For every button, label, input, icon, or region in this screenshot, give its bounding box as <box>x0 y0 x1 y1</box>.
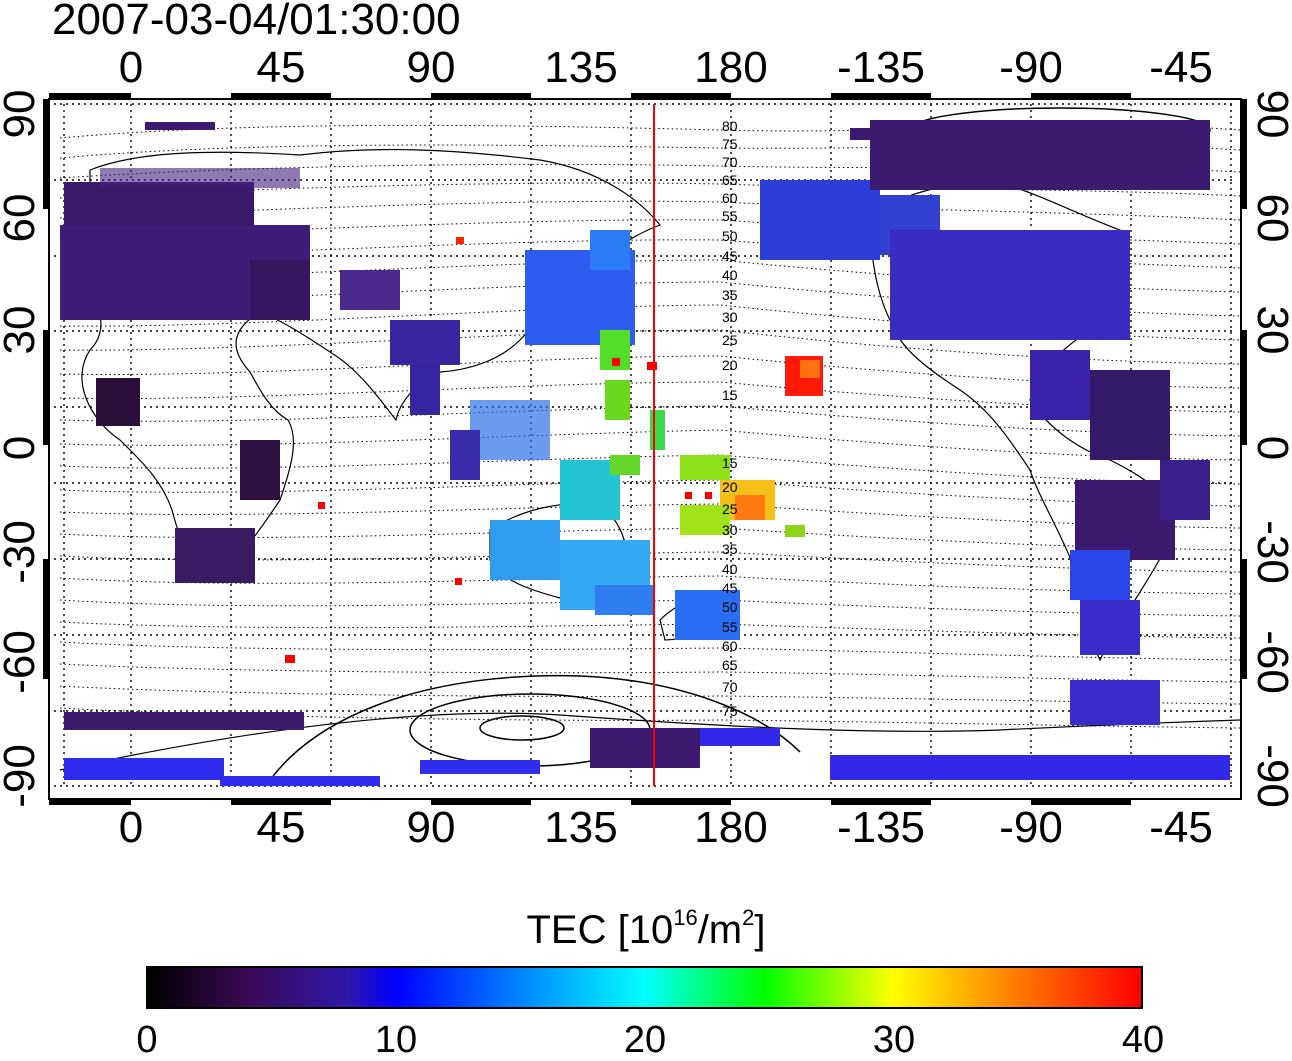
bottom-lon-tick: 135 <box>544 803 618 852</box>
bottom-lon-tick: -90 <box>999 803 1063 852</box>
top-lon-tick: -45 <box>1149 43 1213 92</box>
contour-label: 50 <box>722 228 738 244</box>
contour-label: 45 <box>722 248 738 264</box>
tec-data-patches <box>60 120 1230 786</box>
frame-ticks <box>43 93 1247 805</box>
top-lon-tick: 135 <box>544 43 618 92</box>
contour-label: 80 <box>722 118 738 134</box>
top-lon-tick: 0 <box>118 43 144 92</box>
contour-label: 60 <box>722 190 738 206</box>
colorbar-title: TEC [1016/m2] <box>0 906 1292 954</box>
top-lon-tick: 180 <box>694 43 768 92</box>
contour-label: 40 <box>722 561 738 577</box>
colorbar <box>146 966 1143 1009</box>
top-lon-tick: -90 <box>999 43 1063 92</box>
contour-label: 45 <box>722 580 738 596</box>
colorbar-title-exp2: 2 <box>742 905 755 930</box>
contour-label: 35 <box>722 541 738 557</box>
colorbar-title-suffix: ] <box>754 908 766 952</box>
contour-label: 20 <box>722 479 738 495</box>
contour-label: 15 <box>722 387 738 403</box>
colorbar-tick: 10 <box>374 1019 418 1061</box>
contour-label: 75 <box>722 136 738 152</box>
colorbar-tick: 40 <box>1121 1019 1165 1061</box>
contour-label: 60 <box>722 638 738 654</box>
contour-label: 40 <box>722 267 738 283</box>
colorbar-tick: 30 <box>872 1019 916 1061</box>
bottom-lon-tick: 0 <box>118 803 144 852</box>
contour-label: 30 <box>722 522 738 538</box>
bottom-lon-tick: 180 <box>694 803 768 852</box>
contour-labels: 80 75 70 65 60 55 50 45 40 35 30 25 20 1… <box>722 118 738 719</box>
contour-label: 30 <box>722 309 738 325</box>
tec-world-map: 80 75 70 65 60 55 50 45 40 35 30 25 20 1… <box>43 93 1247 805</box>
contour-label: 70 <box>722 679 738 695</box>
colorbar-tick: 0 <box>136 1019 158 1061</box>
contour-label: 25 <box>722 501 738 517</box>
contour-label: 65 <box>722 657 738 673</box>
top-lon-tick: -135 <box>836 43 926 92</box>
contour-label: 75 <box>722 703 738 719</box>
colorbar-tick: 20 <box>623 1019 667 1061</box>
bottom-lon-tick: 45 <box>256 803 306 852</box>
contour-label: 25 <box>722 332 738 348</box>
colorbar-title-mid: /m <box>697 908 743 952</box>
contour-label: 35 <box>722 287 738 303</box>
contour-label: 65 <box>722 172 738 188</box>
bottom-lon-tick: 90 <box>406 803 456 852</box>
colorbar-title-exp1: 16 <box>673 905 698 930</box>
bottom-lon-tick: -135 <box>836 803 926 852</box>
contour-label: 55 <box>722 619 738 635</box>
contour-label: 20 <box>722 357 738 373</box>
contour-label: 70 <box>722 154 738 170</box>
top-lon-tick: 45 <box>256 43 306 92</box>
contour-label: 50 <box>722 599 738 615</box>
bottom-lon-tick: -45 <box>1149 803 1213 852</box>
contour-label: 55 <box>722 208 738 224</box>
timestamp-title: 2007-03-04/01:30:00 <box>52 0 461 44</box>
contour-label: 15 <box>722 455 738 471</box>
colorbar-title-prefix: TEC [10 <box>526 908 674 952</box>
top-lon-tick: 90 <box>406 43 456 92</box>
